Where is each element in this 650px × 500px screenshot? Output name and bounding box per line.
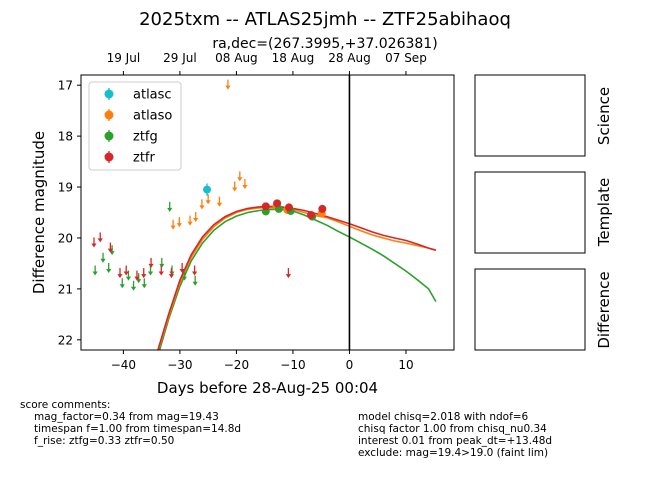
top-date-tick-label: 18 Aug (272, 51, 315, 65)
model-comment-line: interest 0.01 from peak_dt=+13.48d (358, 435, 553, 447)
legend-marker (104, 89, 114, 99)
y-tick-label: 22 (58, 333, 73, 347)
upper-limit-ztfg (141, 278, 147, 289)
template-label: Template (595, 178, 613, 247)
score-comments: score comments: mag_factor=0.34 from mag… (20, 399, 241, 447)
model-curve-atlaso (157, 206, 437, 350)
figure-subtitle: ra,dec=(267.3995,+37.026381) (212, 36, 437, 52)
upper-limit-atlaso (237, 171, 243, 182)
upper-limit-atlaso (176, 217, 182, 228)
model-comment-line: exclude: mag=19.4>19.0 (faint lim) (358, 447, 549, 459)
model-curve-ztfg (158, 208, 437, 350)
model-comment-line: chisq factor 1.00 from chisq_nu0.34 (358, 423, 547, 435)
data-point-ztfr (307, 211, 316, 220)
axes-frame (80, 74, 455, 351)
upper-limit-ztfr (148, 257, 154, 268)
upper-limit-atlaso (193, 212, 199, 223)
legend-label: atlasc (133, 88, 172, 103)
x-tick-label: 0 (346, 358, 354, 372)
top-date-tick-label: 07 Sep (385, 51, 427, 65)
legend-marker (104, 110, 114, 120)
data-point-ztfr (284, 203, 293, 212)
data-point-atlasc (203, 183, 212, 196)
model-comments: model chisq=2.018 with ndof=6 chisq fact… (358, 411, 552, 459)
legend-label: ztfg (133, 130, 158, 145)
upper-limit-ztfr (123, 265, 129, 276)
upper-limit-ztfg (106, 262, 112, 273)
plot-area: −40 −30 −20 −10 0 10 19 Jul 29 Jul 08 Aug 18 Aug 2… (30, 51, 455, 397)
upper-limit-atlaso (232, 181, 238, 192)
legend-item-ztfg: ztfg (104, 130, 158, 145)
data-point-ztfr (261, 202, 270, 211)
legend-item-atlaso: atlaso (104, 109, 172, 124)
upper-limit-ztfg (119, 278, 125, 289)
x-tick-label: 10 (398, 358, 413, 372)
upper-limit-ztfg (147, 265, 154, 276)
upper-limit-ztfr (141, 268, 147, 279)
upper-limit-atlaso (205, 194, 211, 205)
x-tick-label: −40 (111, 358, 136, 372)
upper-limit-ztfr (285, 268, 292, 279)
score-comments-header: score comments: (20, 399, 111, 411)
upper-limit-ztfr (91, 237, 97, 248)
top-date-tick-label: 29 Jul (163, 51, 197, 65)
model-comment-line: model chisq=2.018 with ndof=6 (358, 411, 529, 423)
legend-marker (104, 152, 114, 162)
score-comment-line: timespan f=1.00 from timespan=14.8d (34, 423, 242, 435)
data-point-ztfr (318, 204, 327, 213)
upper-limit-atlaso (225, 79, 231, 90)
legend-frame (88, 81, 182, 171)
figure-title: 2025txm -- ATLAS25jmh -- ZTF25abihaoq (139, 9, 511, 30)
y-tick-label: 20 (58, 231, 73, 245)
upper-limit-ztfg (100, 252, 106, 263)
template-panel (474, 171, 586, 254)
upper-limit-ztfg (92, 265, 98, 276)
upper-limit-ztfr (158, 265, 164, 276)
difference-label: Difference (595, 271, 613, 348)
y-tick-label: 21 (58, 282, 73, 296)
upper-limit-atlaso (187, 215, 193, 226)
upper-limit-atlaso (216, 196, 223, 207)
x-tick-label: −30 (167, 358, 192, 372)
model-curve-ztfr (157, 205, 437, 350)
legend: atlasc atlaso ztfg ztfr (88, 81, 182, 171)
upper-limit-atlaso (199, 199, 205, 210)
score-comment-line: f_rise: ztfg=0.33 ztfr=0.50 (34, 435, 175, 447)
y-tick-label: 18 (58, 130, 73, 144)
upper-limit-ztfg (181, 270, 188, 281)
upper-limit-atlaso (170, 219, 176, 230)
upper-limit-ztfr (168, 268, 175, 279)
upper-limit-ztfr (191, 265, 198, 276)
upper-limit-ztfg (130, 280, 137, 291)
top-date-tick-label: 08 Aug (215, 51, 258, 65)
upper-limit-atlaso (242, 178, 248, 189)
score-comment-line: mag_factor=0.34 from mag=19.43 (34, 411, 219, 423)
legend-label: ztfr (133, 151, 155, 166)
y-axis-label: Difference magnitude (30, 131, 48, 294)
upper-limit-ztfg (167, 201, 173, 212)
upper-limit-ztfr (97, 232, 103, 243)
legend-marker (104, 131, 114, 141)
upper-limit-ztfr (117, 268, 123, 279)
x-axis-label: Days before 28-Aug-25 00:04 (157, 379, 378, 397)
x-tick-label: −10 (280, 358, 305, 372)
upper-limit-ztfr (107, 242, 113, 253)
science-panel (474, 74, 586, 157)
legend-label: atlaso (133, 109, 172, 124)
plot-marks (91, 75, 437, 350)
legend-item-ztfr: ztfr (104, 151, 155, 166)
upper-limit-ztfg (192, 275, 198, 286)
difference-panel (474, 268, 586, 351)
top-date-tick-label: 28 Aug (328, 51, 371, 65)
data-point-ztfr (273, 199, 282, 208)
upper-limit-ztfr (134, 270, 140, 281)
y-tick-label: 17 (58, 79, 73, 93)
top-date-tick-label: 19 Jul (107, 51, 141, 65)
y-tick-label: 19 (58, 181, 73, 195)
x-tick-label: −20 (224, 358, 249, 372)
science-label: Science (595, 87, 613, 145)
legend-item-atlasc: atlasc (104, 88, 172, 103)
upper-limit-ztfr (179, 262, 185, 273)
